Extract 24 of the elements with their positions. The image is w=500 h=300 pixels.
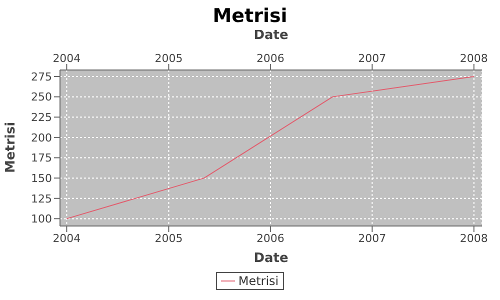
x-tick-label: 2008: [460, 52, 488, 65]
y-axis-title: Metrisi: [4, 122, 19, 173]
y-tick-label: 200: [31, 131, 52, 144]
y-tick-label: 225: [31, 111, 52, 124]
x-tick-label: 2004: [52, 52, 81, 65]
y-tick-label: 275: [31, 70, 52, 84]
y-tick-label: 250: [31, 90, 52, 104]
x2-tick-label: 2006: [256, 232, 284, 245]
x-tick-label: 2006: [256, 52, 284, 65]
line-series: [66, 76, 474, 220]
y-tick-label: 175: [31, 152, 52, 165]
x2-tick-label: 2007: [358, 232, 386, 245]
x2-axis-title: Date: [254, 28, 288, 44]
x2-tick-label: 2004: [52, 232, 81, 245]
y-tick-label: 100: [31, 212, 52, 226]
x2-tick-label: 2005: [154, 232, 183, 245]
x-axis-title: Date: [254, 251, 288, 266]
chart-title: Metrisi: [212, 4, 288, 29]
x-tick-label: 2007: [358, 52, 386, 65]
legend-label: Metrisi: [238, 274, 279, 288]
x2-tick-label: 2008: [460, 232, 488, 245]
y-tick-label: 150: [31, 172, 52, 185]
y-tick-label: 125: [31, 192, 52, 206]
x-tick-label: 2005: [154, 52, 183, 65]
